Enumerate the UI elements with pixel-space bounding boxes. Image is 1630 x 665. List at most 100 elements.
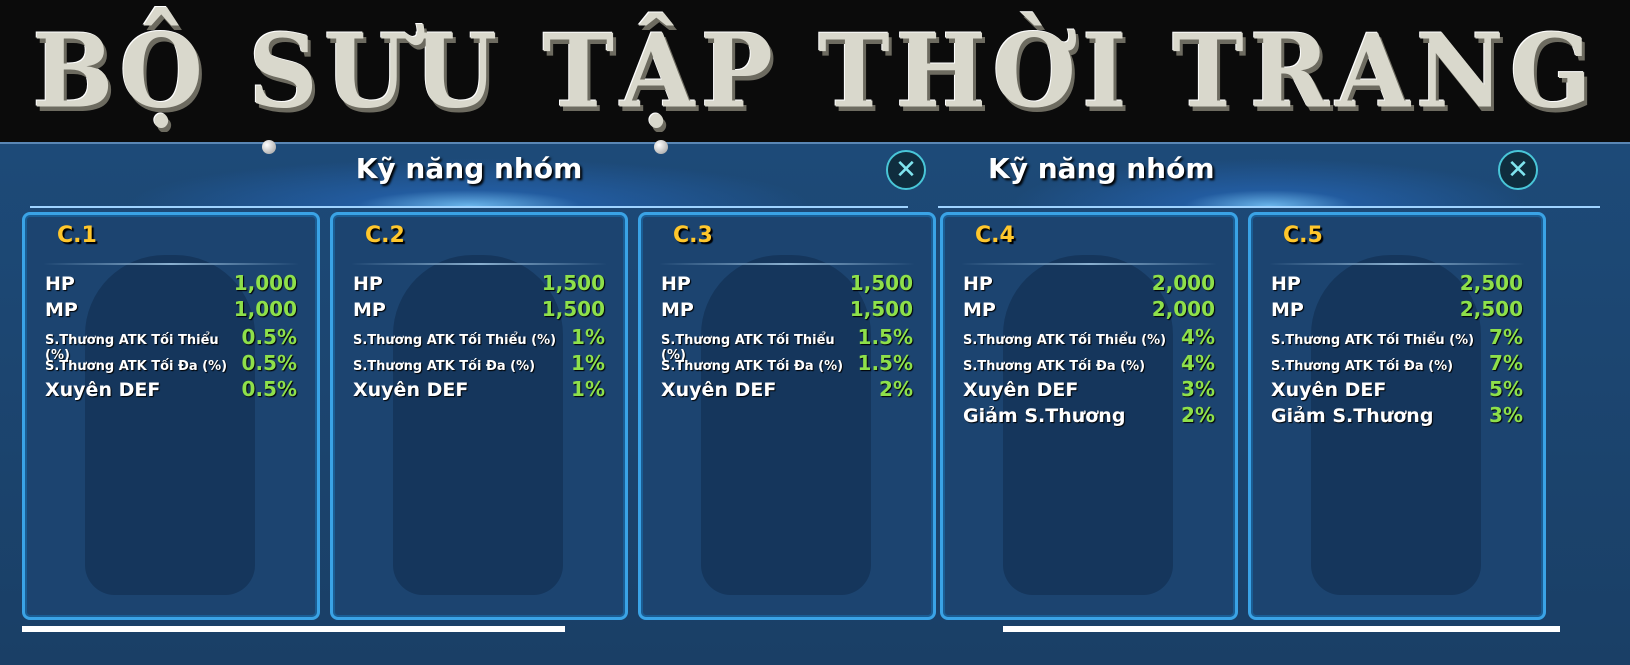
stat-row: S.Thương ATK Tối Đa (%) 1.5% (661, 351, 913, 375)
stat-value: 1% (571, 351, 605, 375)
stat-value: 2% (879, 377, 913, 401)
stat-label: HP (661, 273, 691, 295)
card-title: C.4 (975, 223, 1015, 248)
stat-value: 7% (1489, 325, 1523, 349)
panel-header: Kỹ năng nhóm (938, 144, 1600, 208)
stat-value: 4% (1181, 351, 1215, 375)
stat-label: MP (661, 299, 694, 321)
stat-value: 3% (1181, 377, 1215, 401)
pin-decoration (262, 140, 276, 154)
stat-row: MP 1,000 (45, 297, 297, 321)
stat-value: 2,500 (1459, 271, 1523, 295)
card-c1: C.1 HP 1,000 MP 1,000 S.Thương ATK Tối Thiểu … (22, 212, 320, 620)
stat-label: S.Thương ATK Tối Đa (%) (661, 359, 844, 374)
stat-row: MP 2,500 (1271, 297, 1523, 321)
stat-value: 0.5% (241, 351, 297, 375)
stat-row: S.Thương ATK Tối Thiểu (%) 7% (1271, 325, 1523, 349)
stat-row: Xuyên DEF 1% (353, 377, 605, 401)
card-title: C.5 (1283, 223, 1323, 248)
stat-value: 1.5% (857, 325, 913, 349)
stat-label: S.Thương ATK Tối Đa (%) (353, 359, 536, 374)
stat-label: HP (353, 273, 383, 295)
stat-value: 5% (1489, 377, 1523, 401)
stat-row: S.Thương ATK Tối Thiểu (%) 1.5% (661, 325, 913, 363)
stat-label: S.Thương ATK Tối Đa (%) (1271, 359, 1454, 374)
divider (961, 263, 1217, 265)
banner-title: BỘ SƯU TẬP THỜI TRANG (32, 11, 1598, 131)
stat-label: S.Thương ATK Tối Thiểu (%) (1271, 333, 1475, 348)
divider (43, 263, 299, 265)
stat-value: 1,000 (233, 297, 297, 321)
card-title: C.1 (57, 223, 97, 248)
stat-row: HP 1,000 (45, 271, 297, 295)
panel-title: Kỹ năng nhóm (988, 152, 1215, 185)
stat-label: Giảm S.Thương (963, 405, 1126, 427)
stat-label: HP (45, 273, 75, 295)
stat-label: Xuyên DEF (45, 379, 161, 401)
stat-value: 2% (1181, 403, 1215, 427)
stat-value: 1% (571, 325, 605, 349)
close-icon[interactable]: ✕ (886, 150, 926, 190)
character-silhouette (85, 255, 255, 595)
banner: BỘ SƯU TẬP THỜI TRANG (0, 0, 1630, 142)
stat-value: 1.5% (857, 351, 913, 375)
character-silhouette (393, 255, 563, 595)
stat-row: Giảm S.Thương 2% (963, 403, 1215, 427)
stat-label: HP (1271, 273, 1301, 295)
stat-value: 0.5% (241, 377, 297, 401)
stat-row: Xuyên DEF 0.5% (45, 377, 297, 401)
stat-value: 1,500 (849, 297, 913, 321)
stat-label: S.Thương ATK Tối Thiểu (%) (353, 333, 557, 348)
stat-value: 1,000 (233, 271, 297, 295)
stat-value: 4% (1181, 325, 1215, 349)
stat-value: 1,500 (541, 271, 605, 295)
card-c3: C.3 HP 1,500 MP 1,500 S.Thương ATK Tối Thiểu … (638, 212, 936, 620)
character-silhouette (1311, 255, 1481, 595)
stat-value: 1,500 (849, 271, 913, 295)
stat-label: S.Thương ATK Tối Thiểu (%) (963, 333, 1167, 348)
card-title: C.3 (673, 223, 713, 248)
stat-row: Giảm S.Thương 3% (1271, 403, 1523, 427)
stat-label: Giảm S.Thương (1271, 405, 1434, 427)
character-silhouette (701, 255, 871, 595)
stat-value: 2,000 (1151, 271, 1215, 295)
panel-header: Kỹ năng nhóm (30, 144, 908, 208)
divider (659, 263, 915, 265)
stat-value: 1,500 (541, 297, 605, 321)
stat-row: Xuyên DEF 2% (661, 377, 913, 401)
stat-row: S.Thương ATK Tối Đa (%) 4% (963, 351, 1215, 375)
stat-label: MP (1271, 299, 1304, 321)
stat-label: MP (963, 299, 996, 321)
stat-label: S.Thương ATK Tối Thiểu (%) (661, 333, 835, 363)
character-silhouette (1003, 255, 1173, 595)
stat-label: MP (353, 299, 386, 321)
stat-value: 2,000 (1151, 297, 1215, 321)
stat-row: S.Thương ATK Tối Thiểu (%) 0.5% (45, 325, 297, 363)
stat-value: 7% (1489, 351, 1523, 375)
stat-label: Xuyên DEF (353, 379, 469, 401)
stat-row: S.Thương ATK Tối Đa (%) 7% (1271, 351, 1523, 375)
stat-label: S.Thương ATK Tối Đa (%) (45, 359, 228, 374)
stat-row: MP 1,500 (661, 297, 913, 321)
scrollbar[interactable] (22, 626, 565, 632)
scrollbar[interactable] (1003, 626, 1560, 632)
stat-row: S.Thương ATK Tối Đa (%) 1% (353, 351, 605, 375)
stat-row: HP 1,500 (661, 271, 913, 295)
card-title: C.2 (365, 223, 405, 248)
stat-row: HP 1,500 (353, 271, 605, 295)
close-icon[interactable]: ✕ (1498, 150, 1538, 190)
stat-label: S.Thương ATK Tối Thiểu (%) (45, 333, 219, 363)
stat-value: 2,500 (1459, 297, 1523, 321)
stat-label: Xuyên DEF (661, 379, 777, 401)
stat-value: 0.5% (241, 325, 297, 349)
stat-row: MP 2,000 (963, 297, 1215, 321)
stat-row: S.Thương ATK Tối Đa (%) 0.5% (45, 351, 297, 375)
stat-row: S.Thương ATK Tối Thiểu (%) 4% (963, 325, 1215, 349)
stat-label: Xuyên DEF (963, 379, 1079, 401)
stat-row: Xuyên DEF 5% (1271, 377, 1523, 401)
divider (1269, 263, 1525, 265)
divider (351, 263, 607, 265)
stat-row: MP 1,500 (353, 297, 605, 321)
card-c2: C.2 HP 1,500 MP 1,500 S.Thương ATK Tối Thiểu … (330, 212, 628, 620)
stat-row: HP 2,000 (963, 271, 1215, 295)
